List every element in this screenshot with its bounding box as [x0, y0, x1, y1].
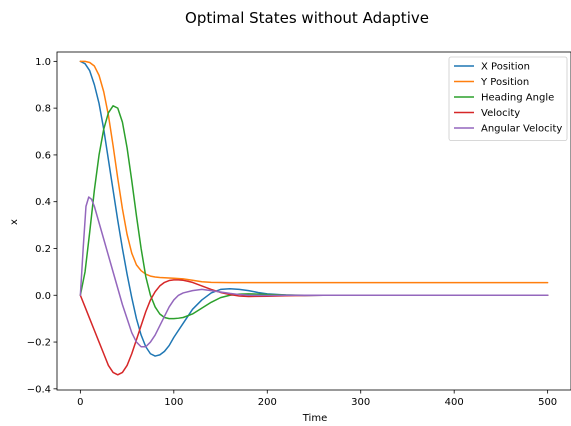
series-line-velocity	[79, 279, 549, 376]
x-tick-label: 200	[258, 397, 277, 408]
legend-entry: Heading Angle	[481, 93, 554, 104]
x-tick-label: 100	[164, 397, 183, 408]
x-tick-label: 500	[538, 397, 557, 408]
y-tick-label: 0.8	[35, 104, 51, 115]
x-tick-label: 0	[77, 397, 83, 408]
series-line-angular-velocity	[79, 196, 549, 348]
y-tick-label: −0.2	[27, 338, 51, 349]
y-tick-label: 0.4	[35, 197, 51, 208]
y-axis-label: x	[9, 219, 20, 225]
series-group	[79, 60, 549, 376]
y-tick-label: −0.4	[27, 384, 51, 395]
x-axis-label: Time	[302, 413, 327, 424]
y-tick-label: 1.0	[35, 57, 51, 68]
y-tick-label: 0.2	[35, 244, 51, 255]
y-tick-label: 0.6	[35, 150, 51, 161]
series-line-heading-angle	[79, 105, 549, 320]
y-tick-label: 0.0	[35, 291, 51, 302]
legend-entry: X Position	[481, 62, 530, 73]
legend: X Position Y Position Heading Angle Velocit…	[448, 56, 568, 141]
x-tick-label: 400	[445, 397, 464, 408]
legend-entry: Y Position	[480, 77, 529, 88]
chart-title: Optimal States without Adaptive	[185, 9, 429, 27]
x-tick-label: 300	[351, 397, 370, 408]
legend-entry: Velocity	[481, 108, 520, 119]
legend-box	[448, 56, 568, 141]
ticks-group: 0 100 200 300 400 500 −0.4 −0.2 0.0 0.2 0.4 0.6 0.8 1…	[27, 57, 557, 408]
legend-entry: Angular Velocity	[481, 124, 562, 135]
